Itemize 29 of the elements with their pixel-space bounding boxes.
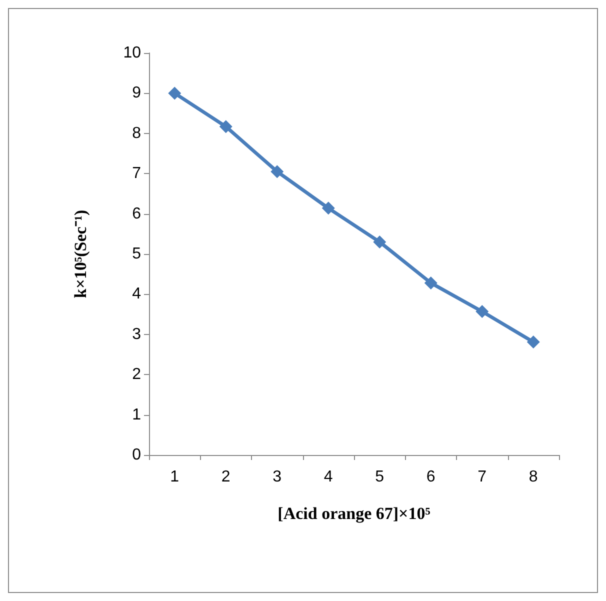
x-tick-label: 7 [478, 468, 487, 486]
point [168, 86, 182, 100]
y-tick-label: 8 [132, 124, 142, 142]
y-tick-label: 1 [132, 406, 142, 424]
y-tick-label: 4 [132, 286, 142, 303]
y-tick-label: 9 [132, 84, 142, 102]
y-tick-label: 0 [132, 446, 142, 464]
point [476, 304, 489, 318]
x-tick-label: 6 [426, 468, 436, 486]
y-axis-title: k×10⁵(Sec⁻¹) [71, 210, 90, 298]
x-tick-label: 1 [170, 468, 180, 486]
point [322, 202, 335, 215]
point [219, 120, 232, 134]
y-tick-label: 7 [132, 165, 142, 182]
x-axis-title: [Acid orange 67]×10⁵ [278, 504, 430, 523]
x-tick-label: 4 [324, 468, 333, 486]
point [270, 165, 284, 178]
y-tick-label: 5 [132, 246, 142, 262]
point [373, 235, 386, 248]
point [424, 276, 438, 290]
y-tick-label: 6 [132, 205, 142, 222]
y-tick-label: 2 [132, 366, 142, 384]
y-tick-label: 10 [123, 44, 142, 62]
y-tick-label: 3 [132, 326, 142, 343]
x-tick-label: 3 [272, 468, 282, 486]
x-tick-label: 8 [528, 468, 538, 486]
point [526, 336, 540, 349]
x-tick-label: 5 [375, 468, 384, 486]
x-tick-label: 2 [221, 468, 230, 486]
